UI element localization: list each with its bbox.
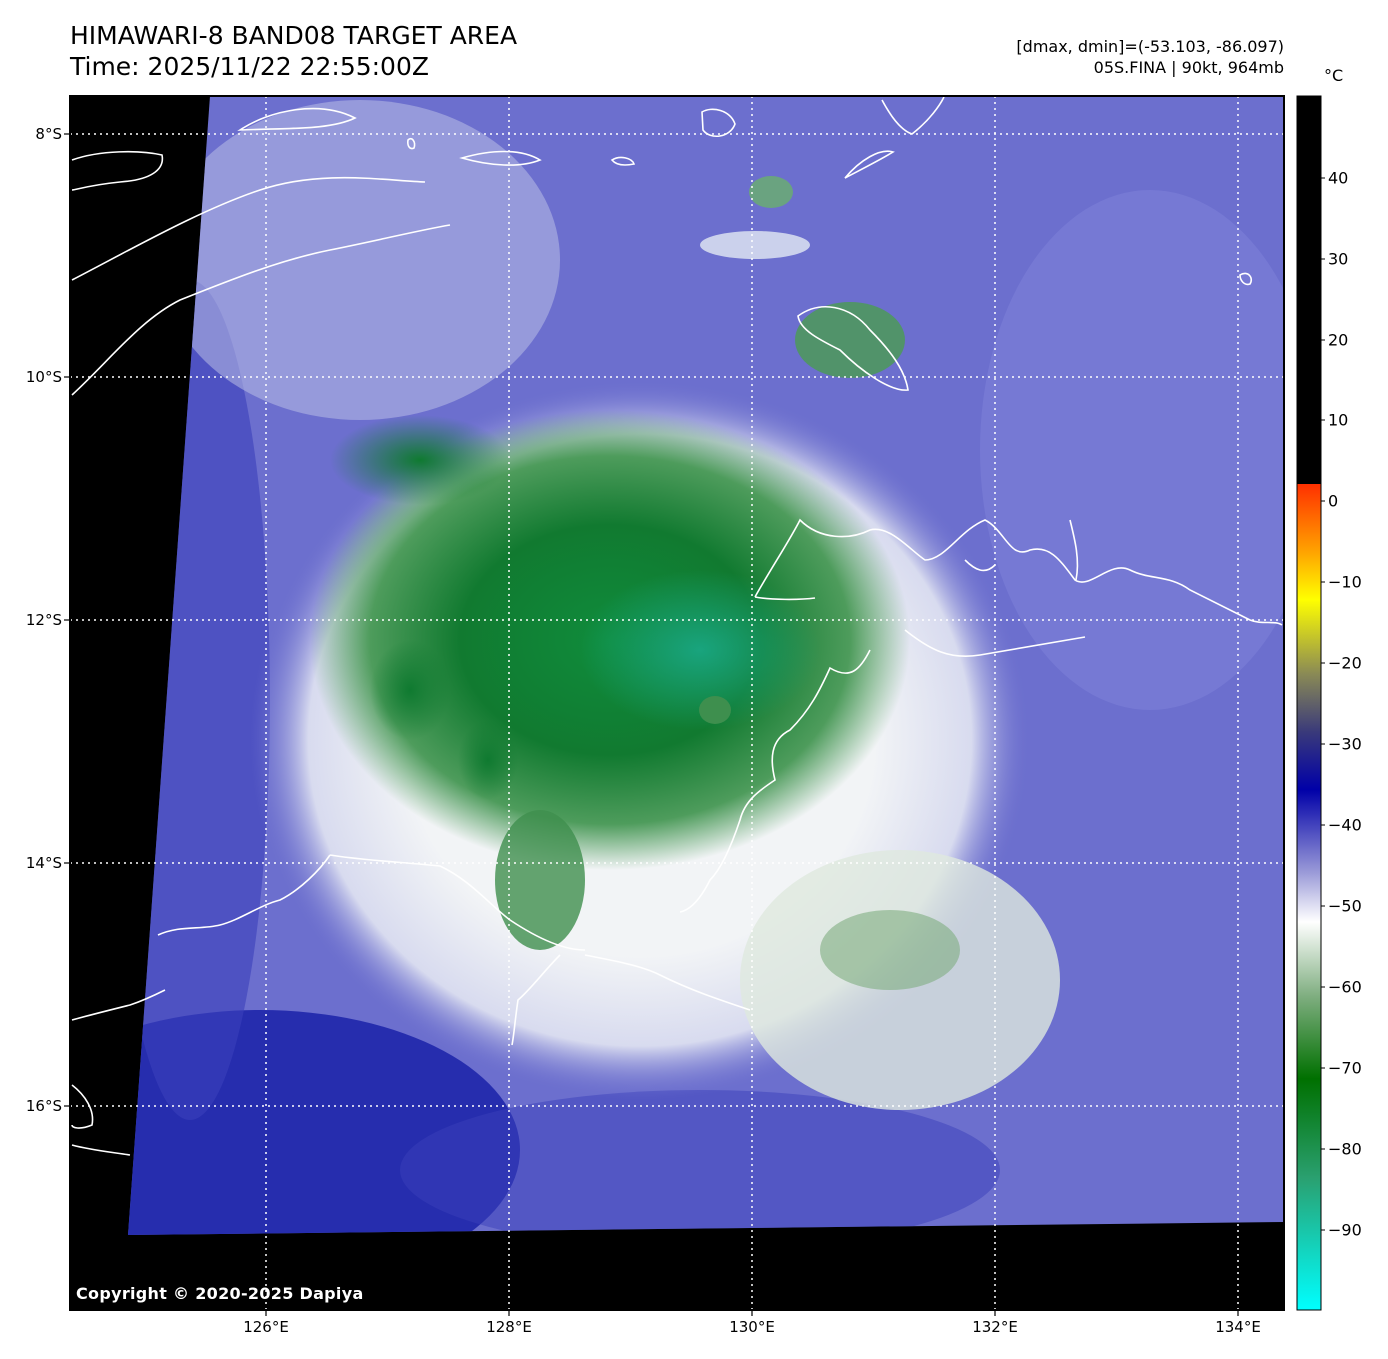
lon-label-132e: 132°E	[972, 1318, 1018, 1336]
lat-label-16s: 16°S	[25, 1097, 62, 1115]
colorbar-label-0: 0	[1328, 491, 1339, 511]
storm-info: [dmax, dmin]=(-53.103, -86.097) 05S.FINA…	[1016, 36, 1284, 78]
lat-label-14s: 14°S	[25, 854, 62, 872]
lat-label-8s: 8°S	[35, 125, 62, 143]
ir-imagery	[128, 96, 1284, 1235]
colorbar-label-minus40: −40	[1328, 815, 1362, 835]
colorbar-label-minus50: −50	[1328, 896, 1362, 916]
title-line-2: Time: 2025/11/22 22:55:00Z	[70, 52, 429, 81]
copyright-notice: Copyright © 2020-2025 Dapiya	[76, 1284, 364, 1303]
colorbar-unit: °C	[1324, 66, 1344, 85]
colorbar-label-minus60: −60	[1328, 977, 1362, 997]
plot-frame	[69, 95, 1285, 1311]
lat-label-10s: 10°S	[25, 368, 62, 386]
title-line-1: HIMAWARI-8 BAND08 TARGET AREA	[70, 21, 518, 50]
colorbar-warm-segment	[1297, 96, 1321, 484]
dmax-dmin-readout: [dmax, dmin]=(-53.103, -86.097)	[1016, 37, 1284, 56]
storm-readout: 05S.FINA | 90kt, 964mb	[1093, 58, 1284, 77]
lat-label-12s: 12°S	[25, 611, 62, 629]
colorbar-label-minus30: −30	[1328, 734, 1362, 754]
colorbar-label-minus80: −80	[1328, 1139, 1362, 1159]
colorbar	[1296, 95, 1325, 1311]
colorbar-label-30: 30	[1328, 249, 1349, 269]
colorbar-cold-segment	[1297, 484, 1321, 1310]
colorbar-label-minus10: −10	[1328, 572, 1362, 592]
lon-label-134e: 134°E	[1215, 1318, 1261, 1336]
chart-title: HIMAWARI-8 BAND08 TARGET AREA Time: 2025…	[70, 20, 517, 82]
lon-label-130e: 130°E	[729, 1318, 775, 1336]
lon-label-128e: 128°E	[486, 1318, 532, 1336]
lon-label-126e: 126°E	[243, 1318, 289, 1336]
colorbar-label-minus70: −70	[1328, 1058, 1362, 1078]
colorbar-label-minus20: −20	[1328, 653, 1362, 673]
colorbar-label-10: 10	[1328, 410, 1349, 430]
colorbar-frame	[1296, 95, 1322, 1311]
graticule	[70, 96, 1284, 1310]
colorbar-label-20: 20	[1328, 330, 1349, 350]
colorbar-label-40: 40	[1328, 168, 1349, 188]
colorbar-label-minus90: −90	[1328, 1220, 1362, 1240]
